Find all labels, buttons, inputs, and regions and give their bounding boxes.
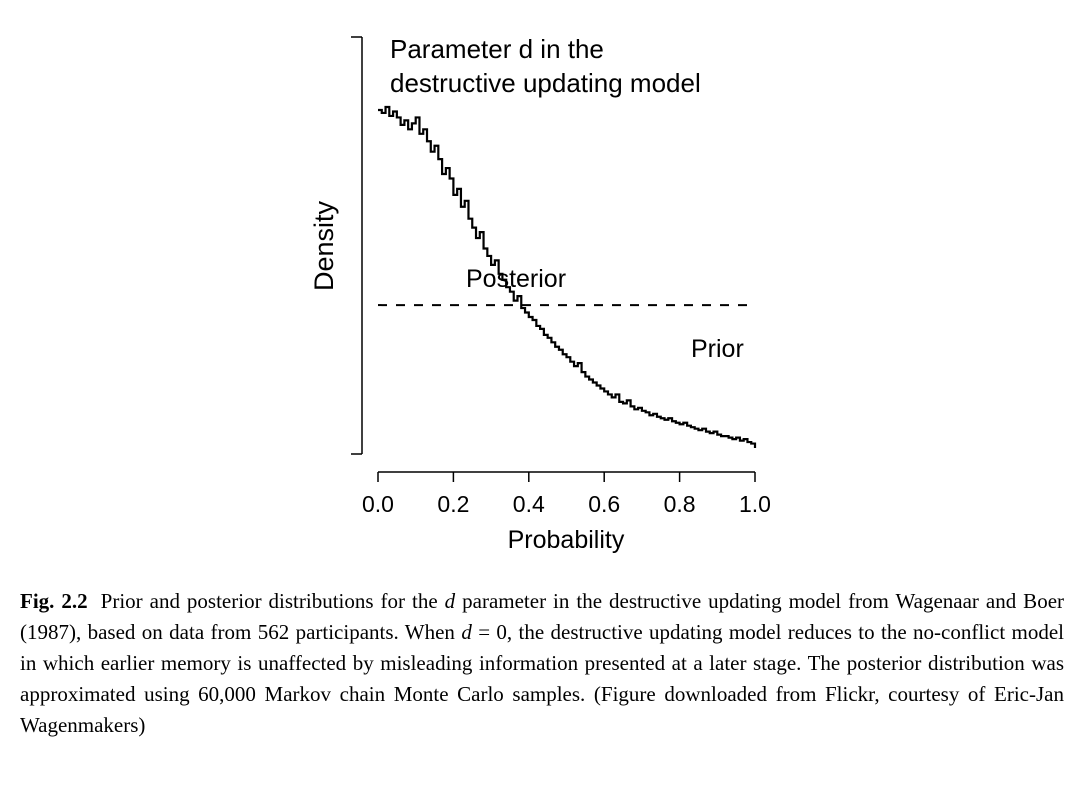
prior-label: Prior [691, 335, 744, 363]
chart-title-line-2: destructive updating model [390, 68, 701, 98]
x-tick-label: 0.8 [664, 491, 696, 517]
posterior-line [378, 105, 757, 449]
caption-eq-var: d [461, 620, 472, 644]
caption-text-1: Prior and posterior distributions for th… [100, 589, 438, 613]
x-tick-label: 1.0 [739, 491, 771, 517]
x-tick-label: 0.4 [513, 491, 545, 517]
caption-text-3: the destructive updating model reduces t… [20, 620, 1065, 737]
x-tick-label: 0.2 [437, 491, 469, 517]
density-chart: Parameter d in the destructive updating … [309, 34, 771, 554]
posterior-label: Posterior [466, 265, 566, 293]
x-tick-label: 0.0 [362, 491, 394, 517]
caption-param: d [444, 589, 456, 613]
x-axis-label: Probability [508, 526, 625, 554]
caption-label: Fig. 2.2 [20, 589, 88, 613]
x-axis-ticks: 0.0 0.2 0.4 0.6 0.8 1.0 [362, 472, 771, 517]
caption-text-2: parameter in the destructive updating mo… [20, 589, 1065, 644]
y-axis-label: Density [309, 200, 339, 291]
chart-title-line-1: Parameter d in the [390, 34, 604, 64]
caption-eq-rest: = 0, [478, 620, 513, 644]
plot-area [378, 105, 757, 449]
figure-caption: Fig. 2.2 Prior and posterior distributio… [20, 586, 1064, 741]
x-tick-label: 0.6 [588, 491, 620, 517]
